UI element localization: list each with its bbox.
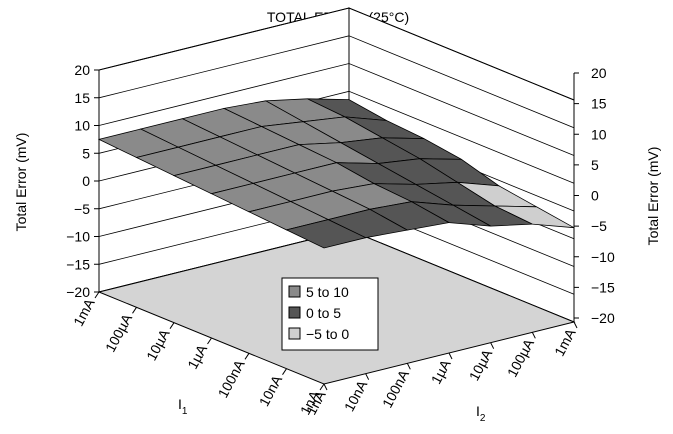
z-tick-right-3: 5 <box>591 157 599 173</box>
z-tick-left-7: −15 <box>66 256 90 272</box>
z-tick-left-4: 0 <box>82 173 90 189</box>
y-tick-6: 1mA <box>551 325 579 359</box>
z-axis-right-ticks: 20 15 10 5 0 −5 −10 −15 −20 <box>573 65 615 326</box>
gridline-z-2 <box>98 63 575 156</box>
z-tick-left-2: 10 <box>74 118 90 134</box>
z-tick-right-2: 10 <box>591 126 607 142</box>
x-tick-mark-5 <box>282 368 287 375</box>
y-tick-mark-3 <box>448 352 453 360</box>
x-tick-5: 10nA <box>256 372 286 409</box>
z-tick-left-0: 20 <box>74 62 90 78</box>
z-tick-right-0: 20 <box>591 65 607 81</box>
x-tick-4: 100nA <box>215 357 248 401</box>
z-axis-left-label: Total Error (mV) <box>13 133 29 232</box>
x-tick-mark-1 <box>132 307 137 314</box>
z-axis-right-label: Total Error (mV) <box>645 147 661 246</box>
y-tick-3: 1µA <box>428 356 454 386</box>
x-tick-3: 1µA <box>184 341 210 371</box>
z-tick-right-8: −20 <box>591 310 615 326</box>
y-axis-label: I2 <box>476 403 486 424</box>
x-tick-mark-4 <box>244 353 250 360</box>
z-tick-right-5: −5 <box>591 218 607 234</box>
legend-swatch-0 <box>288 285 301 298</box>
z-tick-left-3: 5 <box>82 145 90 161</box>
z-tick-right-1: 15 <box>591 96 607 112</box>
y-tick-mark-2 <box>406 363 411 370</box>
y-tick-4: 10µA <box>466 346 496 383</box>
x-tick-mark-3 <box>207 337 212 345</box>
x-axis-label-sub: 1 <box>182 406 188 417</box>
x-tick-mark-0 <box>94 291 100 299</box>
z-tick-left-1: 15 <box>74 90 90 106</box>
x-axis-label: I1 <box>178 396 188 417</box>
legend: 5 to 10 0 to 5 −5 to 0 <box>281 277 379 351</box>
legend-label-2: −5 to 0 <box>306 326 349 342</box>
y-tick-mark-1 <box>365 373 370 380</box>
z-tick-right-7: −15 <box>591 279 615 295</box>
y-tick-2: 100nA <box>379 367 412 411</box>
x-tick-0: 1mA <box>70 295 98 329</box>
y-tick-mark-4 <box>490 342 495 349</box>
x-tick-1: 100µA <box>102 311 136 355</box>
gridline-z-0 <box>98 7 575 101</box>
z-tick-left-6: −10 <box>66 229 90 245</box>
z-axis-left-ticks: 20 15 10 5 0 −5 −10 −15 −20 <box>66 62 99 300</box>
z-tick-right-4: 0 <box>591 188 599 204</box>
y-tick-mark-6 <box>573 321 578 329</box>
x-tick-2: 10µA <box>143 326 173 363</box>
y-tick-1: 10nA <box>341 377 371 414</box>
z-tick-right-6: −10 <box>591 249 615 265</box>
y-axis-label-sub: 2 <box>480 413 486 424</box>
x-axis-label-main: I <box>178 396 182 412</box>
y-tick-5: 100µA <box>504 336 538 380</box>
surface-mesh <box>97 98 575 249</box>
x-tick-mark-2 <box>169 322 175 329</box>
legend-swatch-1 <box>288 306 301 319</box>
z-tick-left-8: −20 <box>66 284 90 300</box>
x-tick-mark-6 <box>319 383 325 391</box>
y-tick-mark-0 <box>323 383 328 391</box>
y-axis-label-main: I <box>476 403 480 419</box>
gridline-z-1 <box>98 35 575 129</box>
z-tick-left-5: −5 <box>74 201 90 217</box>
legend-label-0: 5 to 10 <box>306 284 349 300</box>
surface-cell-5-0 <box>285 219 367 249</box>
legend-swatch-2 <box>288 327 301 340</box>
legend-label-1: 0 to 5 <box>306 305 341 321</box>
y-tick-mark-5 <box>531 332 536 339</box>
